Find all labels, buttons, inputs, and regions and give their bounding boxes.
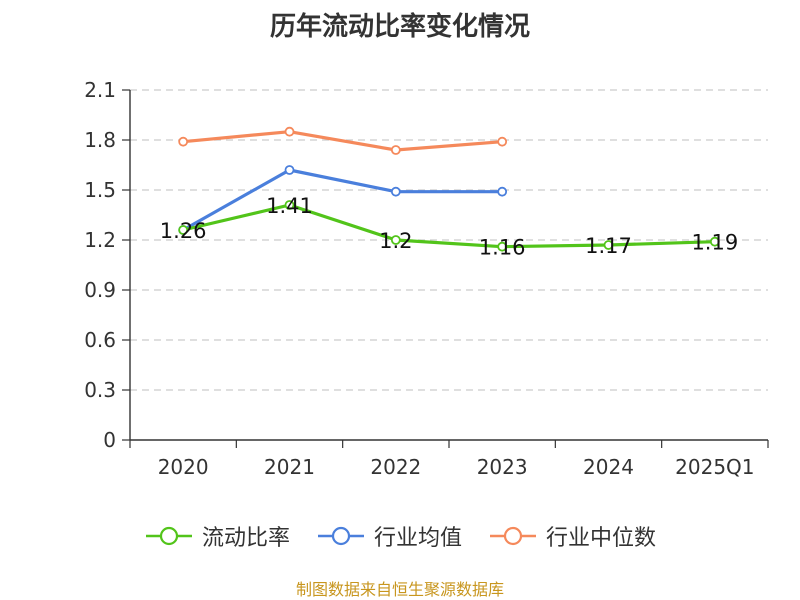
data-point [497, 186, 508, 197]
y-tick-label: 2.1 [84, 78, 116, 102]
y-tick-label: 1.2 [84, 228, 116, 252]
x-tick-label: 2023 [477, 455, 528, 479]
legend-item[interactable]: 流动比率 [144, 520, 290, 552]
y-tick-label: 1.5 [84, 178, 116, 202]
legend-label: 行业中位数 [546, 526, 657, 551]
series-line-0 [182, 203, 715, 249]
legend-swatch-icon [145, 526, 192, 546]
legend-label: 流动比率 [201, 526, 290, 551]
y-tick-label: 0.9 [84, 278, 116, 302]
source-note: 制图数据来自恒生聚源数据库 [295, 580, 504, 599]
data-point [284, 126, 295, 137]
data-point [390, 186, 401, 197]
legend-swatch-icon [317, 526, 364, 546]
data-point [178, 136, 189, 147]
data-label: 1.16 [479, 236, 526, 260]
data-label: 1.17 [585, 234, 632, 258]
legend: 流动比率 行业均值 行业中位数 [0, 520, 800, 552]
data-label: 1.2 [379, 229, 412, 253]
x-tick-label: 2021 [264, 455, 315, 479]
x-tick-label: 2020 [158, 455, 209, 479]
data-point [497, 241, 508, 252]
legend-item[interactable]: 行业均值 [316, 520, 462, 552]
y-tick-label: 1.8 [84, 128, 116, 152]
data-label: 1.19 [691, 231, 738, 255]
data-point [284, 200, 295, 210]
data-point [390, 235, 401, 245]
data-label: 1.26 [160, 219, 207, 243]
legend-label: 行业均值 [373, 526, 462, 551]
data-point [497, 136, 508, 147]
chart-title: 历年流动比率变化情况 [269, 12, 530, 42]
x-tick-label: 2024 [583, 455, 634, 479]
legend-item[interactable]: 行业中位数 [488, 520, 656, 552]
y-tick-label: 0 [103, 428, 116, 452]
data-point [284, 165, 295, 175]
data-point [390, 145, 401, 155]
series-line-2 [183, 130, 503, 152]
x-tick-label: 2022 [370, 455, 421, 479]
y-tick-label: 0.3 [84, 378, 116, 402]
data-point [178, 225, 189, 235]
y-tick-label: 0.6 [84, 328, 116, 352]
data-point [709, 236, 720, 247]
data-point [603, 240, 614, 250]
legend-swatch-icon [490, 526, 536, 546]
data-label: 1.41 [266, 194, 313, 218]
series-line-1 [182, 168, 503, 232]
x-tick-label: 2025Q1 [675, 455, 754, 479]
